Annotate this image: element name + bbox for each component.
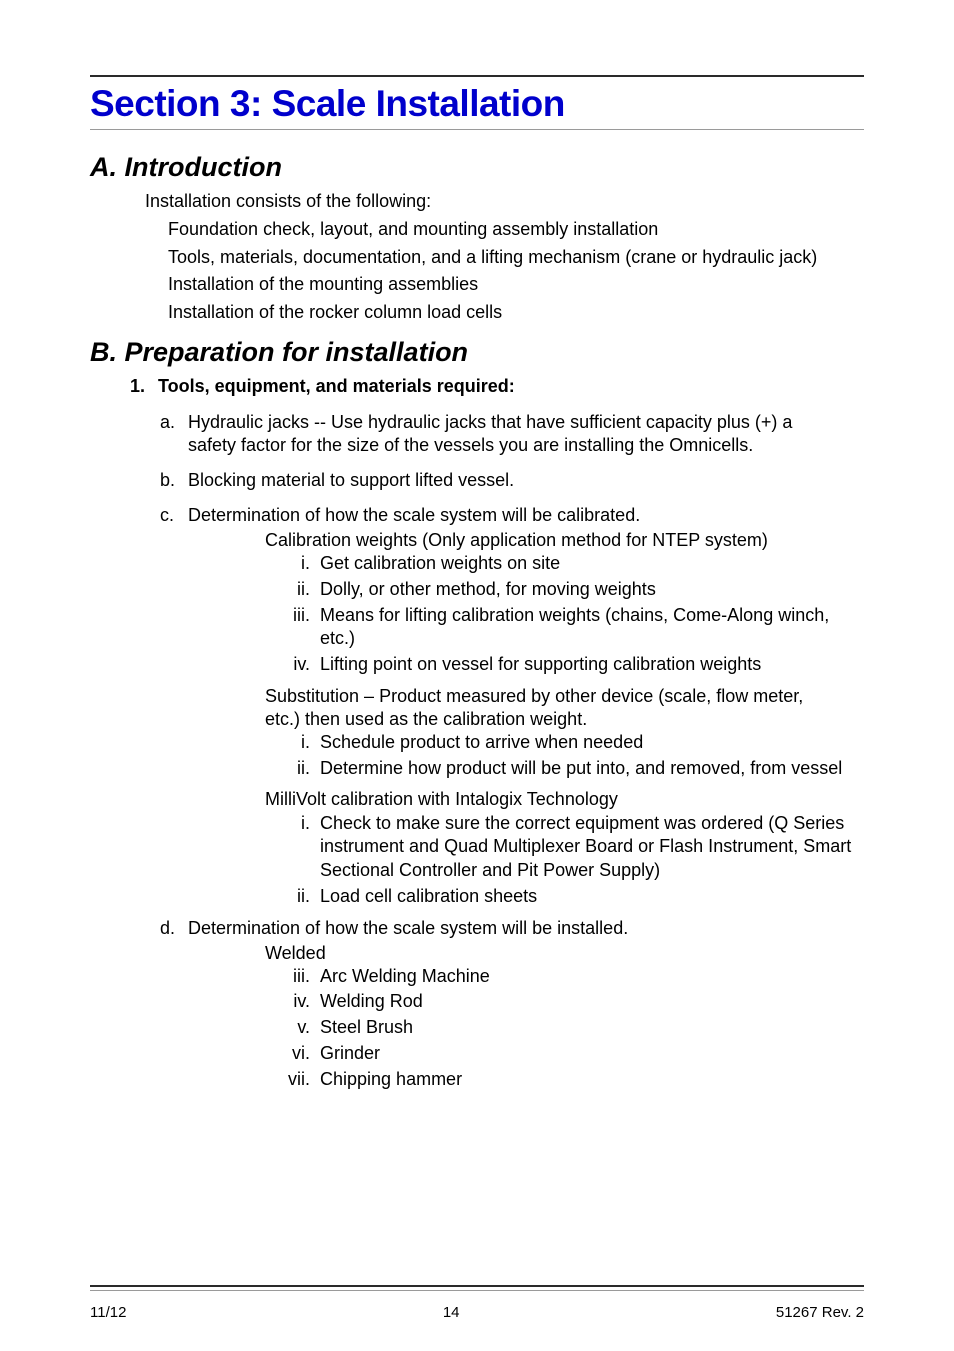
top-rule [90,75,864,77]
sub-lead: MilliVolt calibration with Intalogix Tec… [265,788,864,811]
sub-block-welded: Welded iii.Arc Welding Machine iv.Weldin… [90,942,864,1092]
sub-lead: Welded [265,942,864,965]
heading-a: A. Introduction [90,152,864,183]
roman-marker: iii. [265,604,320,652]
roman-body: Welding Rod [320,990,864,1014]
title-underline [90,129,864,130]
roman-marker: vii. [265,1068,320,1092]
roman-body: Lifting point on vessel for supporting c… [320,653,864,677]
roman-item: iii.Means for lifting calibration weight… [265,604,864,652]
footer-rule [90,1285,864,1287]
roman-body: Dolly, or other method, for moving weigh… [320,578,864,602]
roman-marker: i. [265,552,320,576]
letter-marker: b. [160,469,188,492]
list-body: Determination of how the scale system wi… [188,917,828,940]
list-item-a: a.Hydraulic jacks -- Use hydraulic jacks… [160,411,864,457]
roman-marker: ii. [265,757,320,781]
list-body: Hydraulic jacks -- Use hydraulic jacks t… [188,411,828,457]
roman-item: vii.Chipping hammer [265,1068,864,1092]
roman-item: ii.Determine how product will be put int… [265,757,864,781]
intro-item: Installation of the rocker column load c… [168,301,864,324]
list-body: Determination of how the scale system wi… [188,504,828,527]
roman-marker: v. [265,1016,320,1040]
roman-list: i.Check to make sure the correct equipme… [265,812,864,909]
roman-list: i.Schedule product to arrive when needed… [265,731,864,781]
footer-left: 11/12 [90,1304,126,1321]
roman-item: vi.Grinder [265,1042,864,1066]
roman-item: v.Steel Brush [265,1016,864,1040]
footer-center: 14 [443,1304,460,1321]
roman-body: Chipping hammer [320,1068,864,1092]
roman-body: Determine how product will be put into, … [320,757,864,781]
sub-block-calibration: Calibration weights (Only application me… [90,529,864,677]
roman-marker: vi. [265,1042,320,1066]
roman-marker: iv. [265,653,320,677]
heading-b: B. Preparation for installation [90,337,864,368]
roman-list: iii.Arc Welding Machine iv.Welding Rod v… [265,965,864,1092]
list-item-c: c.Determination of how the scale system … [160,504,864,527]
sub-lead: Calibration weights (Only application me… [265,529,864,552]
numbered-label: Tools, equipment, and materials required… [158,376,515,396]
roman-item: iv.Welding Rod [265,990,864,1014]
numbered-heading: 1.Tools, equipment, and materials requir… [130,376,864,397]
list-item-d: d.Determination of how the scale system … [160,917,864,940]
roman-item: iii.Arc Welding Machine [265,965,864,989]
number-marker: 1. [130,376,158,397]
roman-body: Get calibration weights on site [320,552,864,576]
roman-body: Arc Welding Machine [320,965,864,989]
roman-item: i.Schedule product to arrive when needed [265,731,864,755]
roman-body: Schedule product to arrive when needed [320,731,864,755]
roman-body: Means for lifting calibration weights (c… [320,604,864,652]
roman-marker: iv. [265,990,320,1014]
intro-line: Installation consists of the following: [145,191,864,212]
roman-marker: ii. [265,885,320,909]
roman-item: ii.Dolly, or other method, for moving we… [265,578,864,602]
roman-marker: i. [265,812,320,883]
intro-item: Installation of the mounting assemblies [168,273,864,296]
letter-marker: d. [160,917,188,940]
roman-marker: i. [265,731,320,755]
section-title: Section 3: Scale Installation [90,83,864,125]
sub-block-millivolt: MilliVolt calibration with Intalogix Tec… [90,788,864,908]
roman-list: i.Get calibration weights on site ii.Dol… [265,552,864,677]
roman-item: i.Get calibration weights on site [265,552,864,576]
letter-marker: a. [160,411,188,434]
roman-marker: ii. [265,578,320,602]
roman-item: ii.Load cell calibration sheets [265,885,864,909]
roman-marker: iii. [265,965,320,989]
list-body: Blocking material to support lifted vess… [188,469,828,492]
roman-body: Check to make sure the correct equipment… [320,812,864,883]
intro-item: Tools, materials, documentation, and a l… [168,246,864,269]
sub-lead: Substitution – Product measured by other… [265,685,825,731]
footer-subrule [90,1290,864,1291]
page: Section 3: Scale Installation A. Introdu… [0,0,954,1351]
list-item-b: b.Blocking material to support lifted ve… [160,469,864,492]
footer: 11/12 14 51267 Rev. 2 [90,1304,864,1321]
roman-body: Grinder [320,1042,864,1066]
footer-right: 51267 Rev. 2 [776,1304,864,1321]
letter-marker: c. [160,504,188,527]
sub-block-substitution: Substitution – Product measured by other… [90,685,864,781]
roman-body: Steel Brush [320,1016,864,1040]
roman-item: iv.Lifting point on vessel for supportin… [265,653,864,677]
roman-item: i.Check to make sure the correct equipme… [265,812,864,883]
roman-body: Load cell calibration sheets [320,885,864,909]
intro-item: Foundation check, layout, and mounting a… [168,218,864,241]
